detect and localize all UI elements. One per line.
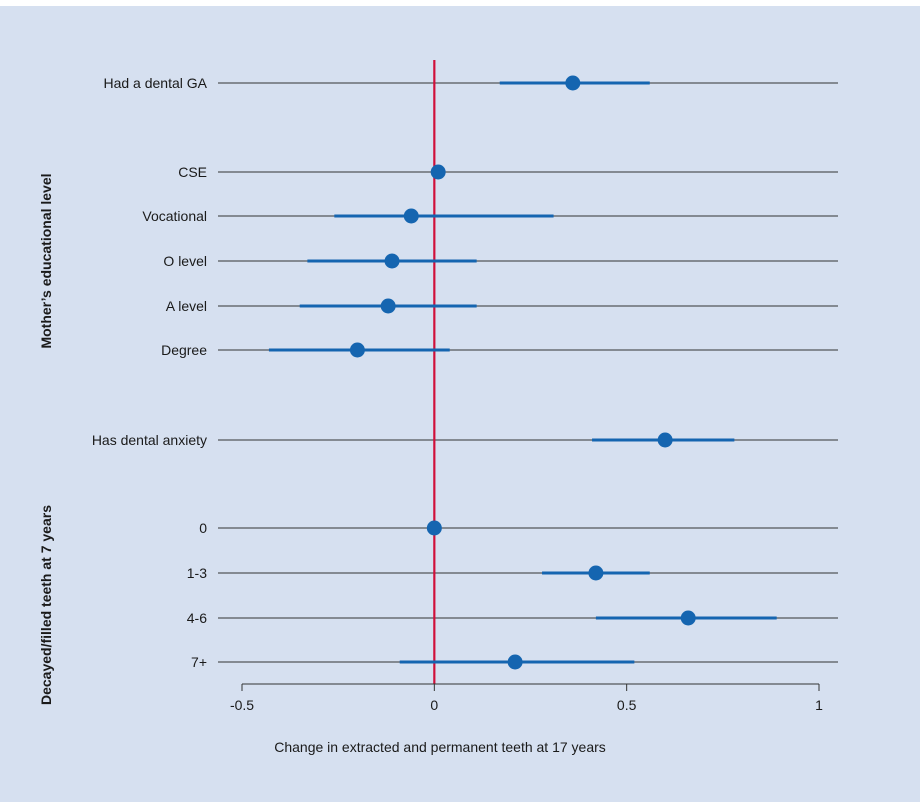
rows-layer: Had a dental GA CSE Vocational O level A lev…: [92, 75, 838, 670]
x-tick-label: -0.5: [230, 697, 254, 713]
estimate-point: [430, 164, 446, 180]
estimate-point: [507, 654, 523, 670]
estimate-point: [657, 432, 673, 448]
row-label: O level: [163, 253, 207, 269]
x-tick-label: 0: [430, 697, 438, 713]
row-label: Degree: [161, 342, 207, 358]
estimate-point: [380, 298, 396, 314]
x-axis-title: Change in extracted and permanent teeth …: [274, 739, 606, 755]
row-label: CSE: [178, 164, 207, 180]
estimate-point: [426, 520, 442, 536]
estimate-point: [565, 75, 581, 91]
estimate-point: [384, 253, 400, 269]
x-tick-label: 0.5: [617, 697, 637, 713]
top-strip: [0, 0, 920, 6]
row-label: Vocational: [142, 208, 207, 224]
row-label: A level: [166, 298, 207, 314]
row-label: Had a dental GA: [103, 75, 207, 91]
group-title-decayed: Decayed/filled teeth at 7 years: [38, 505, 54, 705]
estimate-point: [403, 208, 419, 224]
x-tick-label: 1: [815, 697, 823, 713]
group-labels: Mother’s educational level Decayed/filled…: [38, 173, 54, 705]
estimate-point: [588, 565, 604, 581]
x-axis: -0.5 0 0.5 1: [230, 683, 823, 713]
chart-panel: [0, 6, 920, 802]
row-label: Has dental anxiety: [92, 432, 207, 448]
row-label: 4-6: [187, 610, 207, 626]
estimate-point: [349, 342, 365, 358]
ci-layer: [268, 75, 777, 670]
row-label: 1-3: [187, 565, 207, 581]
row-label: 7+: [191, 654, 207, 670]
group-title-mother: Mother’s educational level: [38, 173, 54, 348]
estimate-point: [680, 610, 696, 626]
row-label: 0: [199, 520, 207, 536]
